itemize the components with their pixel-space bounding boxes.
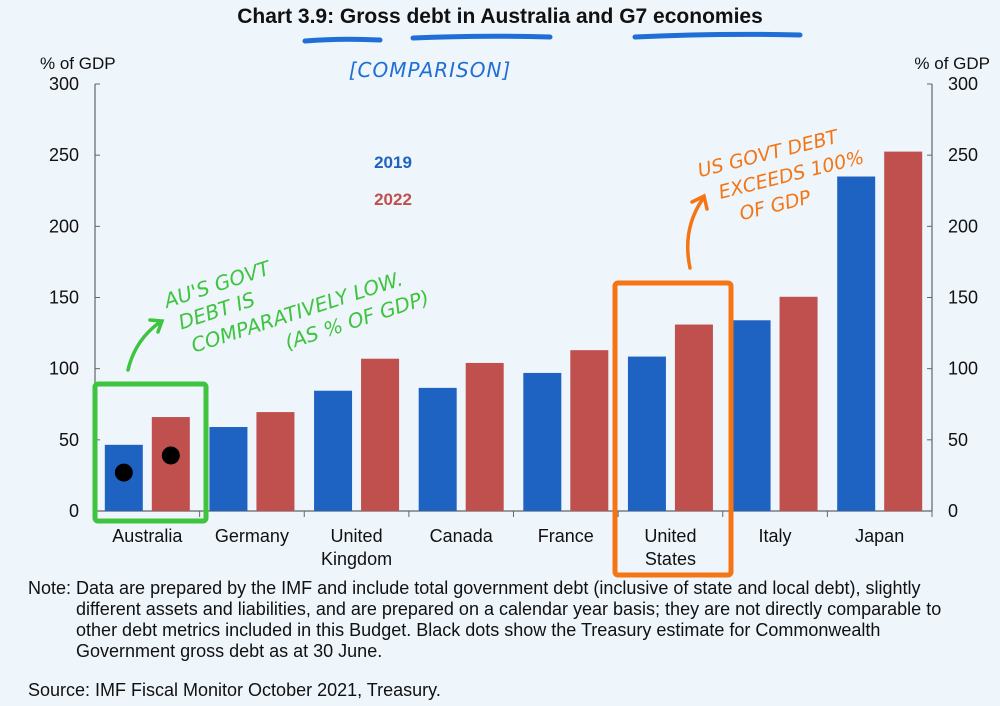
note-text: Data are prepared by the IMF and include… <box>76 578 942 661</box>
legend: 2019 2022 <box>374 153 412 209</box>
bar-2022-france <box>570 350 609 511</box>
y-tick-label-left: 300 <box>49 74 79 94</box>
bar-2022-canada <box>465 362 504 511</box>
y-tick-label-left: 100 <box>49 359 79 379</box>
bar-2019-germany <box>209 427 248 511</box>
bar-2019-united-states <box>627 356 666 511</box>
y-tick-label-right: 0 <box>948 501 958 521</box>
x-tick-label: United Kingdom <box>321 526 392 569</box>
title-underline-right <box>632 31 803 40</box>
bar-2019-france <box>523 372 562 511</box>
bars <box>104 151 923 511</box>
y-tick-label-right: 200 <box>948 216 978 236</box>
chart-title: Chart 3.9: Gross debt in Australia and G… <box>237 5 763 28</box>
bar-2022-italy <box>779 296 818 511</box>
y-tick-label-right: 300 <box>948 74 978 94</box>
y-tick-label-left: 50 <box>59 430 79 450</box>
treasury-dot-2022 <box>161 446 180 465</box>
y-tick-label-left: 0 <box>69 501 79 521</box>
bar-2022-united-states <box>674 324 713 511</box>
y-tick-label-left: 150 <box>49 288 79 308</box>
treasury-dot-2019 <box>114 463 133 482</box>
y-tick-label-right: 50 <box>948 430 968 450</box>
y-axis-label-left: % of GDP <box>40 54 116 73</box>
bar-2022-japan <box>884 151 923 511</box>
australia-highlight-box <box>92 381 209 524</box>
y-tick-label-left: 250 <box>49 145 79 165</box>
legend-item-2019: 2019 <box>374 153 412 172</box>
x-tick-label: Japan <box>855 526 904 546</box>
y-axis-label-right: % of GDP <box>914 54 990 73</box>
bar-2019-united-kingdom <box>314 390 353 511</box>
us-annotation: US GOVT DEBT EXCEEDS 100% OF GDP <box>696 126 867 226</box>
note: Note: Data are prepared by the IMF and i… <box>28 578 978 662</box>
comparison-annotation: [COMPARISON] <box>349 58 512 82</box>
bar-2022-united-kingdom <box>361 358 400 511</box>
y-tick-label-right: 150 <box>948 288 978 308</box>
source: Source: IMF Fiscal Monitor October 2021,… <box>28 680 441 700</box>
x-tick-label: Australia <box>112 526 183 546</box>
y-tick-label-left: 200 <box>49 216 79 236</box>
x-tick-label: Germany <box>215 526 289 546</box>
y-tick-label-right: 250 <box>948 145 978 165</box>
legend-item-2022: 2022 <box>374 190 412 209</box>
bar-2019-canada <box>418 387 457 511</box>
australia-arrow <box>126 318 165 372</box>
treasury-dots <box>114 446 180 482</box>
title-underline-left <box>302 36 383 44</box>
y-tick-label-right: 100 <box>948 359 978 379</box>
us-highlight-box <box>612 280 734 578</box>
us-arrow <box>686 193 709 270</box>
x-axis-labels: Australia Germany United Kingdom Canada Franc… <box>112 526 904 569</box>
x-tick-label: United States <box>644 526 696 569</box>
bar-2019-japan <box>837 176 876 511</box>
x-tick-label: France <box>538 526 594 546</box>
bar-2022-germany <box>256 412 295 511</box>
note-label: Note: <box>28 578 77 598</box>
bar-2019-italy <box>732 320 771 511</box>
x-tick-label: Italy <box>759 526 792 546</box>
x-tick-label: Canada <box>430 526 494 546</box>
chart: Chart 3.9: Gross debt in Australia and G… <box>40 5 990 578</box>
title-underline-center <box>410 33 553 41</box>
